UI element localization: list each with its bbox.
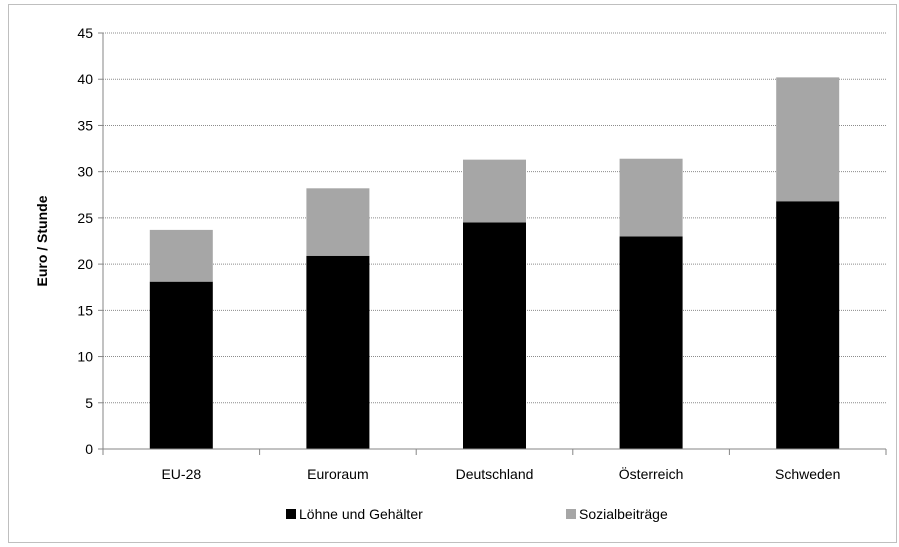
x-tick-label: Euroraum — [307, 466, 368, 482]
y-tick-label: 45 — [77, 25, 93, 41]
x-tick-label: Deutschland — [456, 466, 534, 482]
y-tick-labels: 0 5 10 15 20 25 30 35 40 45 — [77, 25, 93, 457]
y-tick-label: 10 — [77, 349, 93, 365]
y-tick-label: 30 — [77, 164, 93, 180]
bar-sozialbeitraege-0 — [149, 229, 213, 282]
bar-sozialbeitraege-3 — [619, 158, 683, 237]
y-tick-label: 5 — [85, 395, 93, 411]
y-tick-label: 0 — [85, 441, 93, 457]
legend-label-loehne: Löhne und Gehälter — [299, 506, 423, 522]
stacked-bar-chart: 0 5 10 15 20 25 30 35 40 45 EU-28 Euroraum Deutschl… — [34, 25, 887, 522]
chart-frame: 0 5 10 15 20 25 30 35 40 45 EU-28 Euroraum Deutschl… — [8, 4, 897, 543]
bar-loehne-2 — [463, 222, 526, 449]
bar-loehne-4 — [776, 201, 840, 449]
y-tick-label: 40 — [77, 71, 93, 87]
x-tick-labels: EU-28 Euroraum Deutschland Österreich Schwed… — [102, 449, 887, 482]
gridlines — [98, 32, 886, 450]
bar-loehne-1 — [306, 255, 370, 449]
axes — [102, 33, 886, 450]
x-tick-label: Österreich — [619, 465, 684, 482]
bars — [149, 77, 840, 449]
legend: Löhne und Gehälter Sozialbeiträge — [286, 506, 668, 522]
y-tick-label: 35 — [77, 117, 93, 133]
legend-label-sozialbeitraege: Sozialbeiträge — [579, 506, 668, 522]
bar-sozialbeitraege-4 — [776, 77, 840, 202]
legend-swatch-loehne — [286, 509, 296, 519]
y-tick-label: 20 — [77, 256, 93, 272]
legend-swatch-sozialbeitraege — [566, 509, 576, 519]
bar-sozialbeitraege-1 — [306, 188, 370, 256]
y-axis-title: Euro / Stunde — [34, 195, 50, 286]
y-tick-label: 25 — [77, 210, 93, 226]
x-tick-label: Schweden — [775, 466, 840, 482]
bar-sozialbeitraege-2 — [463, 159, 526, 223]
x-tick-label: EU-28 — [161, 466, 201, 482]
y-tick-label: 15 — [77, 302, 93, 318]
bar-loehne-3 — [619, 236, 683, 449]
bar-loehne-0 — [149, 281, 213, 449]
